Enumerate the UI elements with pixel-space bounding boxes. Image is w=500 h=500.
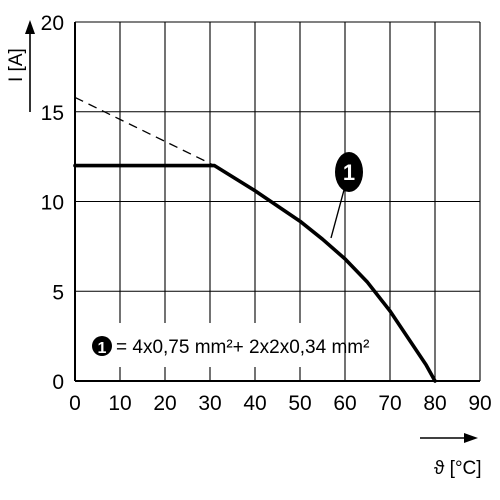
y-tick-label: 5 (52, 281, 64, 304)
x-tick-label: 20 (153, 392, 176, 415)
x-axis-label-group: ϑ [°C] (420, 433, 482, 479)
curve-marker-number: 1 (343, 160, 355, 185)
x-tick-label: 50 (288, 392, 311, 415)
derating-curve (73, 163, 437, 383)
y-axis-label-group: I [A] (6, 20, 35, 112)
marker-leader-line (330, 189, 345, 239)
x-axis-arrow-head (464, 433, 478, 443)
x-tick-label: 40 (243, 392, 266, 415)
x-tick-label: 60 (333, 392, 356, 415)
curve-marker-group: 1 (330, 152, 363, 239)
legend: 1 = 4x0,75 mm²+ 2x2x0,34 mm² (84, 323, 369, 367)
y-tick-label: 10 (41, 192, 64, 215)
y-axis-label: I [A] (6, 48, 27, 82)
legend-background (84, 323, 338, 367)
legend-text: = 4x0,75 mm²+ 2x2x0,34 mm² (116, 337, 369, 358)
y-tick-label: 20 (41, 12, 64, 35)
x-tick-label: 80 (423, 392, 446, 415)
y-axis-arrow-head (25, 20, 35, 34)
legend-marker-number: 1 (98, 340, 107, 357)
x-tick-label: 90 (468, 392, 491, 415)
curve-marker-badge (335, 152, 363, 192)
x-tick-label: 70 (378, 392, 401, 415)
x-axis-label: ϑ [°C] (434, 458, 482, 479)
x-tick-label: 30 (198, 392, 221, 415)
y-tick-label: 0 (52, 371, 64, 394)
x-tick-label: 10 (108, 392, 131, 415)
y-tick-label: 15 (41, 102, 64, 125)
dashed-extrapolation-line (74, 96, 215, 167)
series (73, 96, 437, 383)
y-tick-labels: 0 5 10 15 20 (41, 12, 64, 394)
x-tick-label: 0 (69, 392, 81, 415)
grid (74, 21, 481, 382)
x-tick-labels: 0 10 20 30 40 50 60 70 80 90 (69, 392, 492, 415)
legend-marker-badge (92, 336, 112, 356)
